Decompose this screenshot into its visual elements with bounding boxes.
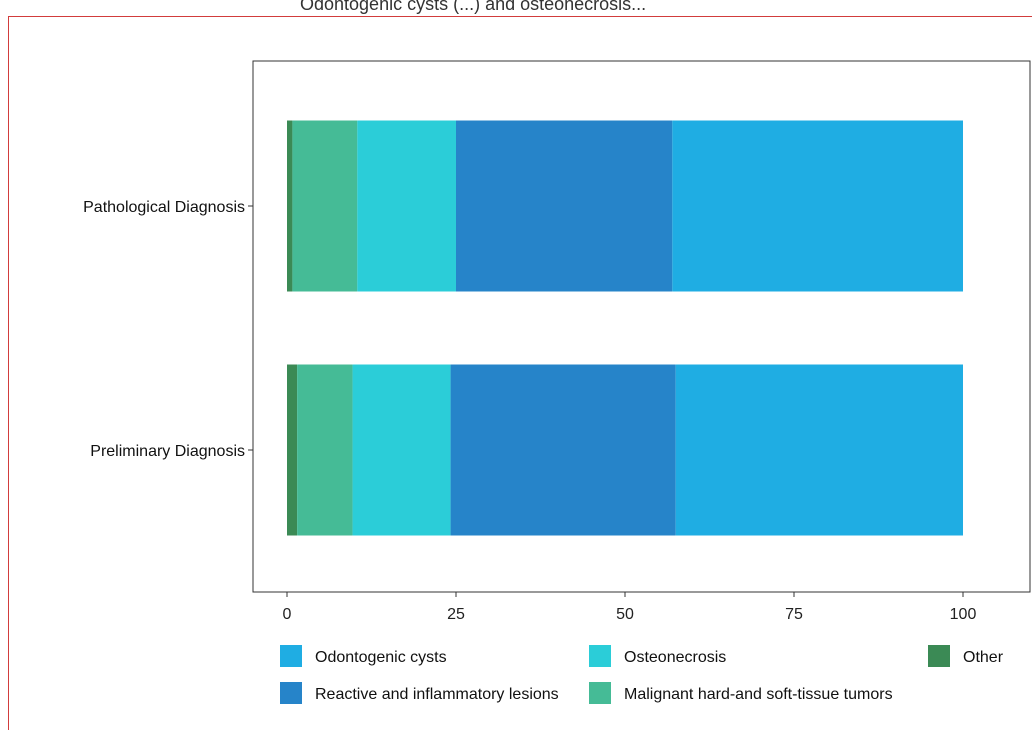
legend-key-osteonecrosis: [589, 645, 611, 667]
legend: Odontogenic cysts Osteonecrosis Other React…: [280, 645, 1004, 704]
legend-label-other: Other: [963, 649, 1004, 666]
header-fragment: Odontogenic cysts (...) and osteonecrosi…: [300, 0, 646, 14]
legend-label-malignant-hard-and-soft-tissue-tumors: Malignant hard-and soft-tissue tumors: [624, 686, 893, 703]
legend-item-reactive-and-inflammatory-lesions: Reactive and inflammatory lesions: [280, 682, 559, 704]
y-tick-label-pathological-diagnosis: Pathological Diagnosis: [83, 199, 245, 216]
x-tick-label-0: 0: [283, 606, 292, 623]
bar-pathological-diagnosis-other: [287, 120, 293, 292]
x-tick-label-50: 50: [616, 606, 634, 623]
x-tick-label-100: 100: [950, 606, 977, 623]
bar-preliminary-diagnosis-reactive-and-inflammatory-lesions: [450, 364, 676, 536]
bar-preliminary-diagnosis-odontogenic-cysts: [675, 364, 963, 536]
legend-item-malignant-hard-and-soft-tissue-tumors: Malignant hard-and soft-tissue tumors: [589, 682, 893, 704]
legend-key-odontogenic-cysts: [280, 645, 302, 667]
legend-label-osteonecrosis: Osteonecrosis: [624, 649, 726, 666]
legend-item-osteonecrosis: Osteonecrosis: [589, 645, 726, 667]
bar-preliminary-diagnosis-malignant-hard-and-soft-tissue-tumors: [297, 364, 353, 536]
bar-pathological-diagnosis-odontogenic-cysts: [672, 120, 963, 292]
x-tick-label-25: 25: [447, 606, 465, 623]
bar-preliminary-diagnosis-osteonecrosis: [352, 364, 451, 536]
bars-layer: [287, 120, 963, 536]
legend-key-reactive-and-inflammatory-lesions: [280, 682, 302, 704]
figure-frame: [8, 16, 1032, 730]
bar-preliminary-diagnosis-other: [287, 364, 298, 536]
axis-layer: Pathological Diagnosis Preliminary Diagno…: [83, 199, 976, 623]
bar-pathological-diagnosis-malignant-hard-and-soft-tissue-tumors: [292, 120, 358, 292]
bar-pathological-diagnosis-reactive-and-inflammatory-lesions: [456, 120, 673, 292]
legend-key-malignant-hard-and-soft-tissue-tumors: [589, 682, 611, 704]
plot-panel: [252, 60, 1031, 593]
legend-item-odontogenic-cysts: Odontogenic cysts: [280, 645, 447, 667]
y-tick-label-preliminary-diagnosis: Preliminary Diagnosis: [90, 443, 245, 460]
bar-pathological-diagnosis-osteonecrosis: [357, 120, 456, 292]
legend-item-other: Other: [928, 645, 1004, 667]
legend-label-odontogenic-cysts: Odontogenic cysts: [315, 649, 447, 666]
legend-key-other: [928, 645, 950, 667]
x-tick-label-75: 75: [785, 606, 803, 623]
legend-label-reactive-and-inflammatory-lesions: Reactive and inflammatory lesions: [315, 686, 559, 703]
